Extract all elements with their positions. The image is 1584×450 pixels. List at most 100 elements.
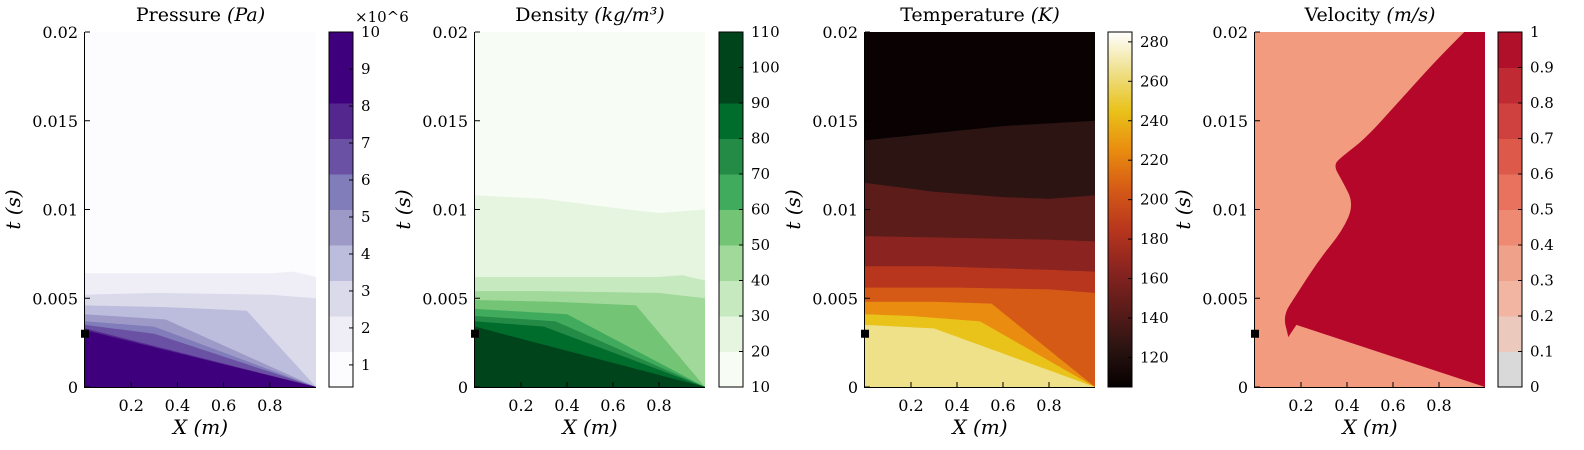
xtick-label: 0.4 [165,396,190,415]
y-axis-label: t (s) [781,189,805,229]
plot-area [85,32,316,387]
colorbar-segment [329,280,353,317]
plot-area [1255,32,1485,387]
panel-title: Density (kg/m³) [515,4,664,26]
xtick-label: 0.4 [554,396,579,415]
colorbar: 120 140 160 180 200 220 240 260 280 [1107,31,1169,388]
colorbar-segment [329,138,353,175]
colorbar-multiplier: ×10^6 [355,8,409,26]
colorbar-segment [1498,67,1522,104]
colorbar-segment [719,209,743,246]
ytick-label: 0.015 [1202,112,1248,131]
colorbar-tick-label: 0.7 [1530,130,1554,148]
colorbar-tick-label: 30 [751,307,770,325]
ytick-label: 0 [458,378,468,397]
x-axis-label: X (m) [171,415,228,439]
colorbar-tick-label: 90 [751,94,770,112]
colorbar-tick-label: 100 [751,59,780,77]
colorbar-tick-label: 140 [1140,309,1169,327]
colorbar-segment [719,32,743,68]
colorbar-tick-label: 7 [361,134,371,152]
axis-lines [84,32,316,388]
colorbar-segment [329,174,353,210]
colorbar-tick-label: 40 [751,272,770,290]
xtick-label: 0.6 [600,396,625,415]
colorbar: 0 0.1 0.2 0.3 0.4 0.5 0.6 0.7 0.8 0.9 1 [1497,23,1554,396]
ytick-label: 0.015 [812,112,858,131]
colorbar-tick-label: 0.1 [1530,343,1554,361]
xtick-label: 0.2 [1288,396,1313,415]
colorbar-tick-label: 10 [751,378,770,396]
panel-title-unit: (K) [1031,4,1060,26]
velocity-region [1284,32,1485,387]
colorbar-tick-label: 8 [361,97,371,115]
colorbar-segment [719,351,743,388]
colorbar-tick-label: 0.6 [1530,165,1554,183]
y-axis-label: t (s) [391,189,415,229]
colorbar-tick-label: 20 [751,343,770,361]
plot-area [865,32,1095,387]
velocity-lower-region [1255,324,1485,387]
colorbar-tick-label: 4 [361,245,371,263]
ytick-label: 0 [68,378,78,397]
panel-velocity: 0 0.005 0.01 0.015 0.02 0.2 0.4 0.6 0.8 Velocity(… [1171,4,1554,439]
colorbar-segment [1498,32,1522,68]
ytick-label: 0.015 [32,112,78,131]
colorbar-gradient [1108,32,1132,387]
ytick-label: 0 [848,378,858,397]
panel-title-text: Temperature [900,4,1024,26]
colorbar-segment [329,67,353,104]
xtick-label: 0.8 [257,396,282,415]
colorbar-segment [329,351,353,388]
ytick-label: 0.005 [422,289,468,308]
panel-temperature: 0 0.005 0.01 0.015 0.02 0.2 0.4 0.6 0.8 Temperatu… [781,4,1169,439]
colorbar-frame [1107,31,1133,388]
colorbar-segment [1498,174,1522,210]
colorbar-tick-label: 220 [1140,151,1169,169]
colorbar-segment [1498,351,1522,388]
colorbar-segment [329,32,353,68]
colorbar-tick-label: 1 [361,356,371,374]
contour-band-9 [85,333,316,387]
x-axis-label: X (m) [950,415,1007,439]
xtick-label: 0.2 [508,396,533,415]
axis-lines [1254,32,1485,388]
ytick-label: 0.02 [1212,23,1248,42]
colorbar-tick-label: 280 [1140,33,1169,51]
colorbar-tick-label: 50 [751,236,770,254]
colorbar: 1 2 3 4 5 6 7 8 9 10×10^6 [328,8,409,388]
colorbar-tick-label: 2 [361,319,371,337]
ytick-label: 0.02 [42,23,78,42]
colorbar-segment [719,316,743,352]
colorbar-tick-label: 260 [1140,72,1169,90]
contour-band-9 [865,333,1095,387]
colorbar-tick-label: 180 [1140,230,1169,248]
panel-density: 0 0.005 0.01 0.015 0.02 0.2 0.4 0.6 0.8 Density (k… [391,4,780,439]
colorbar-segment [1498,103,1522,139]
colorbar-tick-label: 0.8 [1530,94,1554,112]
colorbar-tick-label: 3 [361,282,371,300]
colorbar-tick-label: 9 [361,60,371,78]
marker-point [81,329,89,338]
colorbar-tick-label: 1 [1530,23,1540,41]
ytick-label: 0.02 [432,23,468,42]
colorbar-tick-label: 240 [1140,112,1169,130]
xtick-label: 0.4 [944,396,969,415]
colorbar-tick-label: 80 [751,130,770,148]
panel-title-unit: (m/s) [1386,4,1435,26]
panel-title-text: Velocity [1304,4,1381,26]
panel-title-unit: (Pa) [227,4,265,26]
ytick-label: 0.015 [422,112,468,131]
xtick-label: 0.8 [646,396,671,415]
colorbar-segment [1498,209,1522,246]
x-axis-label: X (m) [560,415,617,439]
xtick-label: 0.2 [118,396,143,415]
panel-title: Pressure (Pa) [136,4,265,26]
ytick-label: 0.005 [1202,289,1248,308]
colorbar-segment [329,103,353,139]
panel-title-text: Density [515,4,588,26]
colorbar-segment [719,103,743,139]
xtick-label: 0.6 [1380,396,1405,415]
xtick-label: 0.6 [211,396,236,415]
